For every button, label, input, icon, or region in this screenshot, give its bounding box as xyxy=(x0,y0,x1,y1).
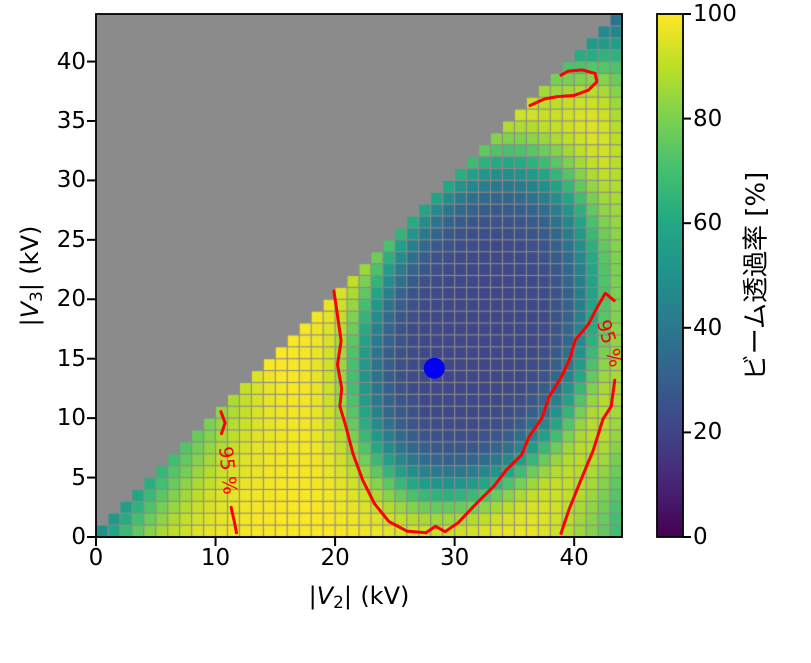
colorbar-canvas xyxy=(657,14,683,537)
colorbar-tick-label: 100 xyxy=(693,1,737,27)
x-tick-label: 40 xyxy=(559,545,589,571)
x-tick-label: 30 xyxy=(439,545,470,571)
y-tick-label: 5 xyxy=(71,464,86,491)
x-axis-label-unit: (kV) xyxy=(360,582,410,610)
x-tick-label: 10 xyxy=(200,545,231,571)
y-tick-label: 25 xyxy=(56,226,86,253)
x-axis-label: |V2| (kV) xyxy=(96,582,622,612)
y-tick-label: 15 xyxy=(56,345,86,372)
colorbar-tick-label: 80 xyxy=(693,105,723,132)
y-tick-label: 40 xyxy=(56,48,86,75)
x-tick-label: 20 xyxy=(320,545,350,571)
x-tick-label: 0 xyxy=(88,545,104,571)
colorbar-tick-label: 0 xyxy=(693,524,708,550)
x-axis-label-bar2: | xyxy=(343,582,352,610)
colorbar-tick-label: 20 xyxy=(693,419,723,446)
x-axis-label-symbol: V xyxy=(316,582,334,610)
x-axis-label-bar: | xyxy=(308,582,317,610)
colorbar-tick-label: 40 xyxy=(693,314,723,341)
y-tick-label: 20 xyxy=(56,286,86,313)
x-axis-label-subscript: 2 xyxy=(333,592,344,613)
colorbar-label: ビーム透過率 [%] xyxy=(741,171,772,381)
y-tick-label: 0 xyxy=(71,524,86,550)
y-tick-label: 10 xyxy=(56,405,86,432)
heatmap-canvas xyxy=(96,14,623,538)
y-tick-label: 30 xyxy=(56,167,86,194)
colorbar-tick-label: 60 xyxy=(693,210,723,237)
y-tick-label: 35 xyxy=(56,107,86,134)
y-axis-label-bar: | xyxy=(15,318,44,327)
